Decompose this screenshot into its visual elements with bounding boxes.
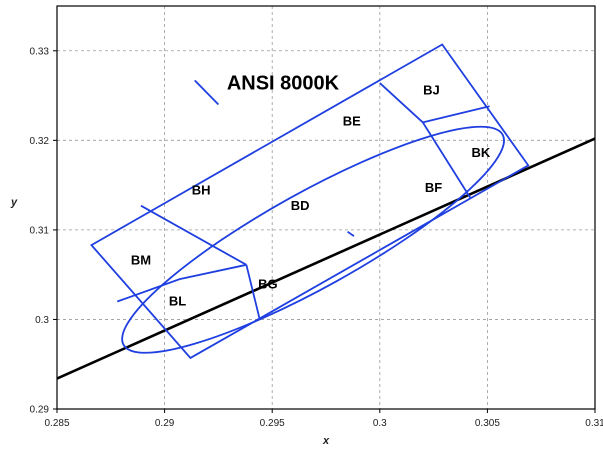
y-tick-label: 0.29 (30, 405, 50, 416)
bin-label-bd: BD (291, 198, 310, 213)
bin-label-bj: BJ (423, 82, 440, 97)
bin-divider-line (422, 105, 490, 124)
bin-divider-line (422, 121, 471, 199)
y-tick-label: 0.32 (30, 136, 50, 147)
tick-labels-layer: 0.285 0.29 0.295 0.3 0.305 0.31 0.29 0.3 0.31 0.3… (30, 46, 603, 429)
bin-divider-line (116, 263, 247, 303)
x-tick-label: 0.295 (260, 418, 285, 429)
bin-label-bm: BM (131, 252, 151, 267)
y-tick-label: 0.33 (30, 46, 50, 57)
bin-label-bk: BK (472, 145, 491, 160)
bin-label-bf: BF (425, 180, 442, 195)
plot-frame (56, 5, 596, 410)
bin-label-bh: BH (192, 183, 211, 198)
bin-label-bl: BL (169, 294, 186, 309)
bin-quadrangles-layer (90, 43, 530, 360)
bin-divider-line (140, 204, 247, 266)
x-tick-label: 0.305 (475, 418, 500, 429)
x-tick-label: 0.3 (373, 418, 387, 429)
y-tick-label: 0.31 (30, 225, 50, 236)
macadam-ellipse (121, 125, 505, 354)
bin-label-bg: BG (258, 277, 278, 292)
bin-label-be: BE (343, 114, 361, 129)
x-tick-label: 0.29 (155, 418, 175, 429)
x-tick-label: 0.31 (585, 418, 603, 429)
bin-divider-line (379, 82, 424, 124)
bin-divider-line (194, 79, 220, 106)
bin-divider-line (245, 264, 261, 318)
y-axis-label: y (10, 197, 18, 209)
x-tick-label: 0.285 (44, 418, 69, 429)
bin-labels-layer: BD BE BF BG BH BJ BK BL BM (131, 82, 491, 308)
grid-lines (57, 6, 595, 409)
x-axis-label: x (322, 435, 330, 447)
outer-quadrangle (90, 43, 530, 360)
y-tick-label: 0.3 (35, 315, 49, 326)
bin-divider-line (347, 230, 355, 237)
chart-title: ANSI 8000K (227, 72, 340, 94)
